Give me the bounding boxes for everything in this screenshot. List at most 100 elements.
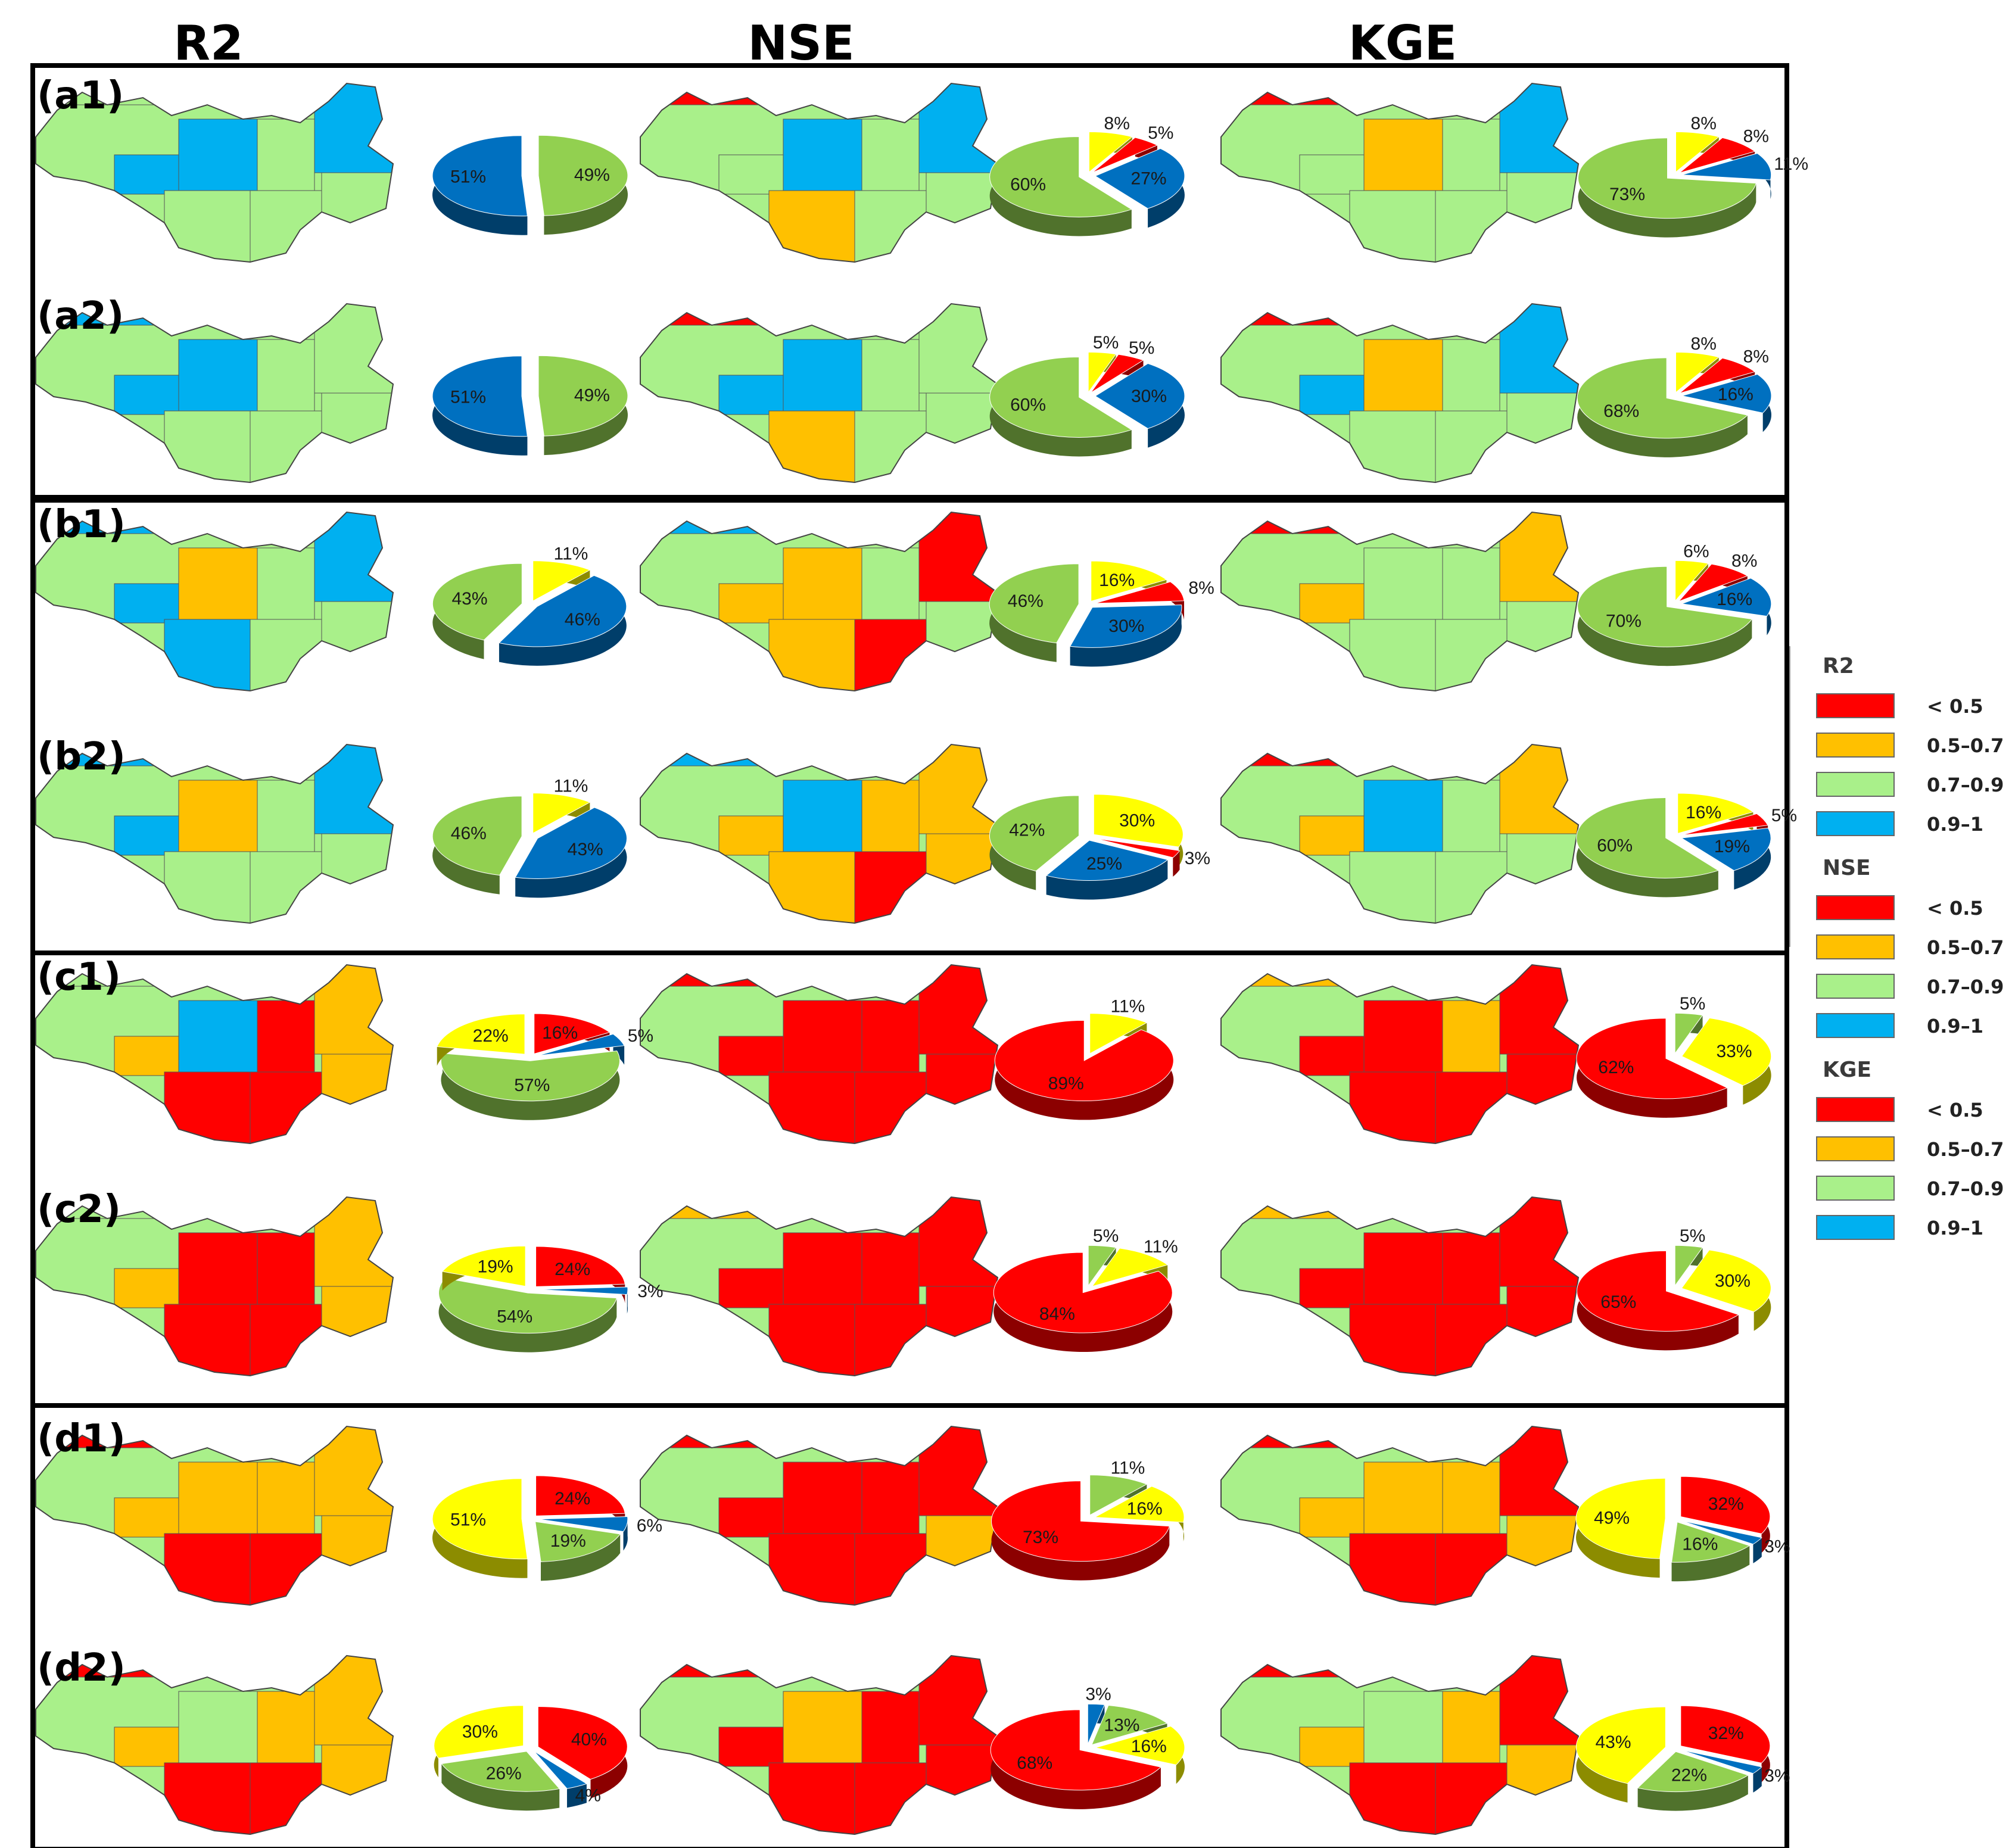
pie-slice-label: 8% — [1188, 578, 1214, 598]
sub-basin — [250, 1762, 322, 1834]
basin-outline — [35, 511, 394, 692]
legend-label: 0.5–0.7 — [1927, 734, 2004, 757]
sub-basin — [854, 851, 927, 923]
pie-slice — [1577, 566, 1753, 647]
sub-basin — [640, 519, 812, 534]
pie-slice — [1575, 1706, 1666, 1784]
sub-basin — [178, 119, 258, 191]
sub-basin — [1506, 1054, 1578, 1108]
sub-basin — [1221, 90, 1393, 105]
pie-slice-label: 19% — [478, 1257, 513, 1276]
pie-slice-label: 16% — [1127, 1499, 1163, 1519]
pie-slice-label: 65% — [1600, 1292, 1636, 1312]
legend-label: 0.9–1 — [1927, 1015, 1983, 1037]
pie-slice-label: 27% — [1131, 169, 1167, 188]
pie-slice-label: 5% — [1093, 1226, 1119, 1246]
sub-basin — [918, 965, 998, 1055]
pie-slice-side — [441, 1051, 620, 1120]
pie-slice — [532, 560, 591, 602]
basin-outline — [1220, 743, 1580, 924]
sub-basin — [314, 1426, 393, 1516]
pie-slice — [991, 1481, 1170, 1562]
pie-chart: 24% 3% 54% 19% — [438, 1245, 664, 1353]
pie-slice-label: 3% — [1764, 1766, 1790, 1785]
sub-basin — [783, 339, 862, 412]
sub-basin — [1363, 1000, 1443, 1073]
panel-frame-3 — [30, 1403, 1789, 1848]
sub-basin — [1349, 1071, 1436, 1143]
pie-slice-side — [623, 1516, 628, 1551]
pie-chart: 49% 51% — [432, 355, 628, 456]
legend-swatch — [1816, 934, 1895, 959]
pie-slice-label: 3% — [637, 1282, 663, 1301]
pie-slice-label: 3% — [1085, 1685, 1111, 1704]
pie-slice-side — [515, 807, 627, 898]
sub-basin — [926, 1286, 998, 1341]
pie-slice — [1680, 1476, 1771, 1534]
pie-slice-label: 16% — [1717, 590, 1752, 609]
pie-slice-label: 32% — [1708, 1494, 1744, 1514]
sub-basin — [1442, 1000, 1500, 1073]
pie-slice-label: 43% — [1595, 1732, 1631, 1752]
legend-label: < 0.5 — [1927, 897, 1983, 920]
pie-chart: 8%8%11%73% — [1578, 114, 1808, 238]
sub-basin — [164, 619, 251, 691]
pie-slice-side — [1070, 604, 1182, 667]
sub-basin — [1442, 1691, 1500, 1763]
pie-slice-label: 24% — [555, 1489, 590, 1509]
pie-slice-label: 62% — [1598, 1058, 1634, 1077]
sub-basin — [1506, 1286, 1578, 1341]
sub-basin — [250, 619, 322, 691]
sub-basin — [1349, 410, 1436, 482]
sub-basin — [1506, 601, 1578, 656]
pie-slice — [993, 1252, 1173, 1333]
sub-basin — [250, 190, 322, 262]
legend-label: < 0.5 — [1927, 695, 1983, 718]
legend-label: 0.7–0.9 — [1927, 774, 2004, 796]
sub-basin — [1349, 190, 1436, 262]
sub-basin — [918, 83, 998, 173]
sub-basin — [918, 1197, 998, 1287]
pie-slice-label: 54% — [497, 1307, 532, 1326]
sub-basin — [768, 1071, 855, 1143]
basin-outline — [35, 1425, 394, 1606]
basin-map — [640, 1656, 998, 1834]
pie-slice-label: 51% — [450, 1510, 486, 1529]
sub-basin — [178, 780, 258, 852]
legend-title: KGE — [1823, 1058, 1871, 1082]
pie-chart: 32% 3% 22% 43% — [1575, 1705, 1790, 1811]
legend-swatch — [1816, 1013, 1895, 1038]
sub-basin — [926, 601, 998, 656]
pie-slice-label: 84% — [1039, 1304, 1075, 1324]
sub-basin — [854, 1762, 927, 1834]
sub-basin — [918, 512, 998, 602]
pie-chart: 5% 33% 62% — [1576, 994, 1772, 1118]
sub-basin — [164, 410, 251, 482]
sub-basin — [1363, 1461, 1443, 1534]
pie-slice-label: 11% — [1111, 1458, 1145, 1478]
pie-slice — [1069, 604, 1182, 648]
pie-slice-label: 4% — [575, 1786, 601, 1806]
pie-slice — [1093, 794, 1183, 847]
sub-basin — [257, 1461, 315, 1534]
sub-basin — [640, 1662, 812, 1678]
pie-slice-label: 30% — [1715, 1272, 1751, 1291]
pie-slice — [432, 356, 528, 437]
legend-swatch — [1816, 1215, 1895, 1240]
pie-slice — [432, 1478, 528, 1560]
legend-label: 0.9–1 — [1927, 1217, 1983, 1239]
pie-chart: 5% 30% 65% — [1577, 1226, 1771, 1351]
pie-slice — [1088, 131, 1133, 173]
basin-map — [640, 83, 998, 262]
legend-swatch — [1816, 733, 1895, 758]
pie-slice — [990, 1709, 1161, 1791]
basin-outline — [35, 82, 394, 263]
column-headers: R2 NSE KGE — [173, 15, 1457, 71]
sub-basin — [1442, 339, 1500, 412]
sub-basin — [164, 1533, 251, 1605]
pie-slice — [1087, 1703, 1105, 1744]
sub-basin — [1221, 971, 1393, 987]
pie-slice-side — [1753, 1766, 1762, 1793]
pie-chart: 16% 8% 30% 46% — [989, 560, 1214, 667]
pie-chart: 11% 46% 43% — [432, 544, 627, 666]
